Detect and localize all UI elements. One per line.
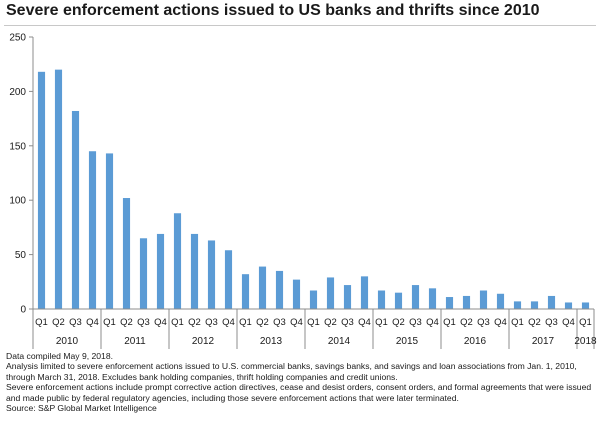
- bar-chart: 0 50 100 150 200 250 Q1 Q2 Q3 Q4 Q1 Q2 Q3 Q4 Q1 Q2 Q3 Q4…: [9, 33, 597, 349]
- bar: [326, 277, 335, 309]
- bar: [530, 301, 539, 309]
- x-tick-label: Q3: [273, 317, 286, 328]
- bar: [428, 288, 437, 309]
- y-tick-label: 250: [9, 33, 26, 44]
- y-tick-label: 200: [9, 87, 26, 98]
- bar: [343, 285, 352, 309]
- bar: [224, 250, 233, 309]
- y-tick-label: 50: [15, 250, 27, 261]
- x-tick-label: Q2: [52, 317, 65, 328]
- x-tick-label: Q4: [426, 317, 439, 328]
- x-tick-label: Q3: [137, 317, 150, 328]
- bar: [479, 290, 488, 309]
- title-divider: [4, 25, 596, 26]
- x-tick-label: Q4: [86, 317, 99, 328]
- bar: [411, 285, 420, 309]
- bar: [309, 290, 318, 309]
- bar: [547, 295, 556, 309]
- bar: [173, 213, 182, 309]
- year-label: 2015: [396, 336, 419, 347]
- x-tick-label: Q1: [239, 317, 252, 328]
- y-tick-label: 0: [20, 305, 26, 316]
- x-tick-label: Q2: [392, 317, 405, 328]
- note-analysis-scope: Analysis limited to severe enforcement a…: [6, 361, 577, 382]
- note-data-compiled: Data compiled May 9, 2018.: [6, 351, 114, 361]
- x-axis: Q1 Q2 Q3 Q4 Q1 Q2 Q3 Q4 Q1 Q2 Q3 Q4 Q1 Q2 Q3 Q4 Q1 Q2 Q3 Q4…: [32, 308, 597, 349]
- bar: [513, 301, 522, 309]
- bar: [139, 238, 148, 309]
- x-tick-label: Q1: [35, 317, 48, 328]
- note-source: Source: S&P Global Market Intelligence: [6, 403, 157, 414]
- x-tick-label: Q4: [494, 317, 507, 328]
- year-label: 2016: [464, 336, 487, 347]
- y-tick-label: 100: [9, 196, 26, 207]
- bar: [377, 290, 386, 309]
- bar: [445, 297, 454, 309]
- bar: [292, 279, 301, 309]
- bar: [564, 302, 573, 309]
- bar: [462, 295, 471, 309]
- year-label: 2017: [532, 336, 555, 347]
- x-tick-label: Q4: [154, 317, 167, 328]
- bar: [241, 274, 250, 309]
- year-label: 2010: [56, 336, 79, 347]
- x-tick-label: Q2: [120, 317, 133, 328]
- x-tick-label: Q4: [358, 317, 371, 328]
- x-tick-label: Q4: [562, 317, 575, 328]
- x-tick-label: Q3: [69, 317, 82, 328]
- bar: [360, 276, 369, 309]
- x-tick-label: Q4: [290, 317, 303, 328]
- x-tick-label: Q3: [205, 317, 218, 328]
- note-definition: Severe enforcement actions include promp…: [6, 382, 592, 403]
- x-tick-label: Q1: [103, 317, 116, 328]
- chart-notes: Data compiled May 9, 2018. Analysis limi…: [6, 351, 596, 413]
- x-tick-label: Q1: [307, 317, 320, 328]
- bar: [37, 71, 46, 309]
- bar: [258, 266, 267, 309]
- chart-title: Severe enforcement actions issued to US …: [6, 2, 540, 19]
- x-tick-label: Q1: [579, 317, 592, 328]
- bar: [394, 292, 403, 309]
- bar: [496, 293, 505, 309]
- x-tick-label: Q3: [477, 317, 490, 328]
- bar: [54, 69, 63, 309]
- y-tick-label: 150: [9, 141, 26, 152]
- bar: [105, 153, 114, 309]
- bar-series: [37, 69, 590, 309]
- year-label: 2012: [192, 336, 215, 347]
- x-tick-label: Q2: [188, 317, 201, 328]
- x-tick-label: Q4: [222, 317, 235, 328]
- x-tick-label: Q1: [443, 317, 456, 328]
- bar: [122, 198, 131, 309]
- x-tick-label: Q1: [171, 317, 184, 328]
- bar: [156, 233, 165, 309]
- x-tick-label: Q3: [409, 317, 422, 328]
- bar: [190, 233, 199, 309]
- year-label: 2011: [124, 336, 146, 347]
- bar: [88, 151, 97, 309]
- year-label: 2013: [260, 336, 283, 347]
- x-tick-label: Q3: [341, 317, 354, 328]
- x-tick-label: Q1: [511, 317, 524, 328]
- x-tick-label: Q1: [375, 317, 388, 328]
- bar: [581, 302, 590, 309]
- x-tick-label: Q2: [460, 317, 473, 328]
- x-tick-label: Q3: [545, 317, 558, 328]
- year-label: 2018: [574, 336, 597, 347]
- x-tick-label: Q2: [324, 317, 337, 328]
- x-tick-label: Q2: [528, 317, 541, 328]
- bar: [207, 240, 216, 309]
- year-label: 2014: [328, 336, 351, 347]
- y-axis: 0 50 100 150 200 250: [9, 33, 34, 316]
- bar: [71, 110, 80, 309]
- bar: [275, 270, 284, 309]
- x-tick-label: Q2: [256, 317, 269, 328]
